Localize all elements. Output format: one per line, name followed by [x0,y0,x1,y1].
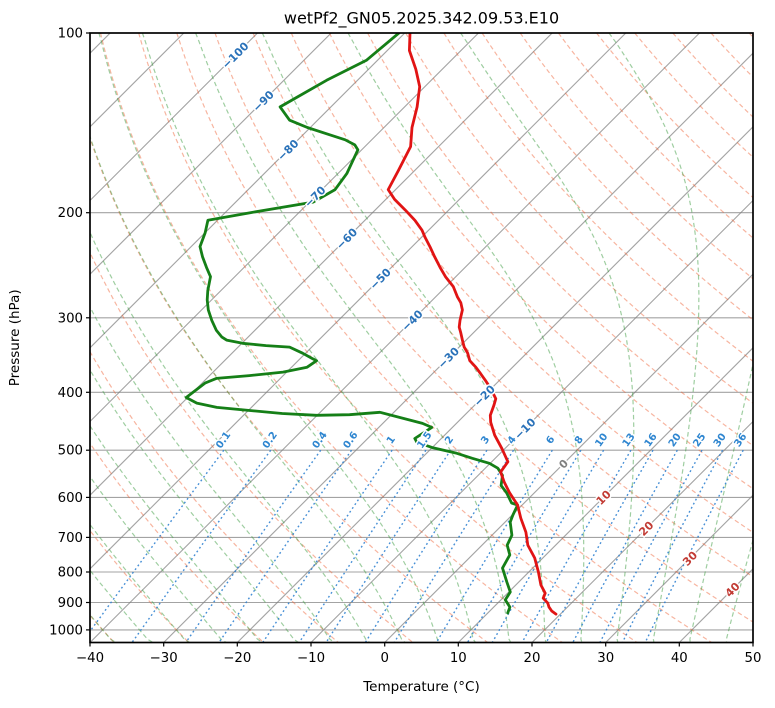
temperature-curve [386,33,558,616]
dewpoint-line [184,33,519,615]
mixing-ratio-line [599,449,703,643]
dry-adiabat [405,33,753,404]
moist-adiabat [90,475,227,643]
chart-title: wetPf2_GN05.2025.342.09.53.E10 [284,9,559,29]
plot-border [89,32,754,644]
y-tick-label: 100 [58,27,83,42]
moist-adiabat [195,33,512,643]
isotherm-line [90,33,406,349]
dry-adiabat [328,33,753,490]
dry-adiabats [90,33,753,643]
y-axis-ticks: 100 200 300 400 500 600 700 800 900 1000 [49,27,90,638]
isotherm-line [310,199,753,643]
dry-adiabat [138,33,638,643]
isotherm-line [457,347,753,643]
moist-adiabat [90,230,371,643]
mixing-ratio-line [644,449,744,643]
isotherm-line [605,494,753,643]
moist-adiabat [608,33,700,643]
moist-adiabat [460,33,635,643]
y-tick-label: 700 [58,531,83,546]
mixing-ratio-lines [90,449,744,643]
mixing-ratio-line [521,449,632,643]
mixing-ratio-line [262,449,393,643]
x-tick-label: 20 [524,651,541,666]
x-tick-label: −40 [76,651,104,666]
dry-adiabat [214,33,753,623]
mixing-ratio-line [393,449,515,643]
dry-adiabat [90,442,264,643]
isotherm-line [90,33,479,423]
x-tick-label: −20 [223,651,251,666]
x-tick-label: 10 [450,651,467,666]
dry-adiabat [90,529,190,643]
isotherm-lines [90,33,753,643]
moist-adiabat [98,33,441,643]
dry-adiabat [99,33,563,643]
x-tick-label: −30 [150,651,178,666]
moist-adiabat [90,523,191,643]
y-axis-label: Pressure (hPa) [7,289,23,386]
mixing-ratio-line [572,449,678,643]
dry-adiabat [90,251,414,643]
y-tick-label: 500 [58,444,83,459]
isotherm-line [90,33,700,643]
x-tick-label: 40 [671,651,688,666]
y-tick-label: 200 [58,206,83,221]
dry-adiabat [443,33,753,363]
dry-adiabat [634,33,753,159]
x-axis-label: Temperature (°C) [362,679,480,695]
isotherm-line [90,33,332,275]
isotherm-line [236,126,753,643]
isotherm-line [90,33,627,570]
y-tick-label: 900 [58,596,83,611]
moist-adiabats [90,33,753,643]
y-tick-label: 400 [58,386,83,401]
y-tick-label: 1000 [49,623,83,638]
dry-adiabat [290,33,753,534]
dry-adiabat [519,33,753,280]
y-tick-label: 600 [58,491,83,506]
mixing-ratio-line [466,449,582,643]
moist-adiabat [141,33,476,643]
x-axis-ticks: −40 −30 −20 −10 0 10 20 30 40 50 [76,642,762,666]
isotherm-line [90,33,553,496]
isotherm-line [531,420,753,643]
x-tick-label: −10 [297,651,325,666]
dewpoint-curve [184,33,519,615]
mixing-ratio-line [545,449,654,643]
mixing-ratio-line [435,449,553,643]
isotherm-line [384,273,753,643]
moist-adiabat [261,33,547,643]
mixing-ratio-line [185,449,322,643]
x-tick-label: 50 [745,651,762,666]
mixing-ratio-line [218,449,353,643]
dry-adiabat [596,33,753,199]
mixing-ratio-line [621,449,724,643]
dry-adiabat [252,33,753,578]
x-tick-label: 30 [597,651,614,666]
dry-adiabat [176,33,713,643]
mixing-ratio-line [364,449,488,643]
temperature-line [386,33,558,616]
y-tick-label: 800 [58,566,83,581]
mixing-ratio-line [491,449,605,643]
moist-adiabat [689,361,753,643]
mixing-ratio-line [131,449,272,643]
isotherm-line [90,33,258,202]
x-tick-label: 0 [380,651,388,666]
isotherm-line [163,52,753,643]
y-tick-label: 300 [58,311,83,326]
moist-adiabat [90,134,406,643]
pressure-gridlines [90,33,753,631]
mixing-ratio-line [325,449,452,643]
